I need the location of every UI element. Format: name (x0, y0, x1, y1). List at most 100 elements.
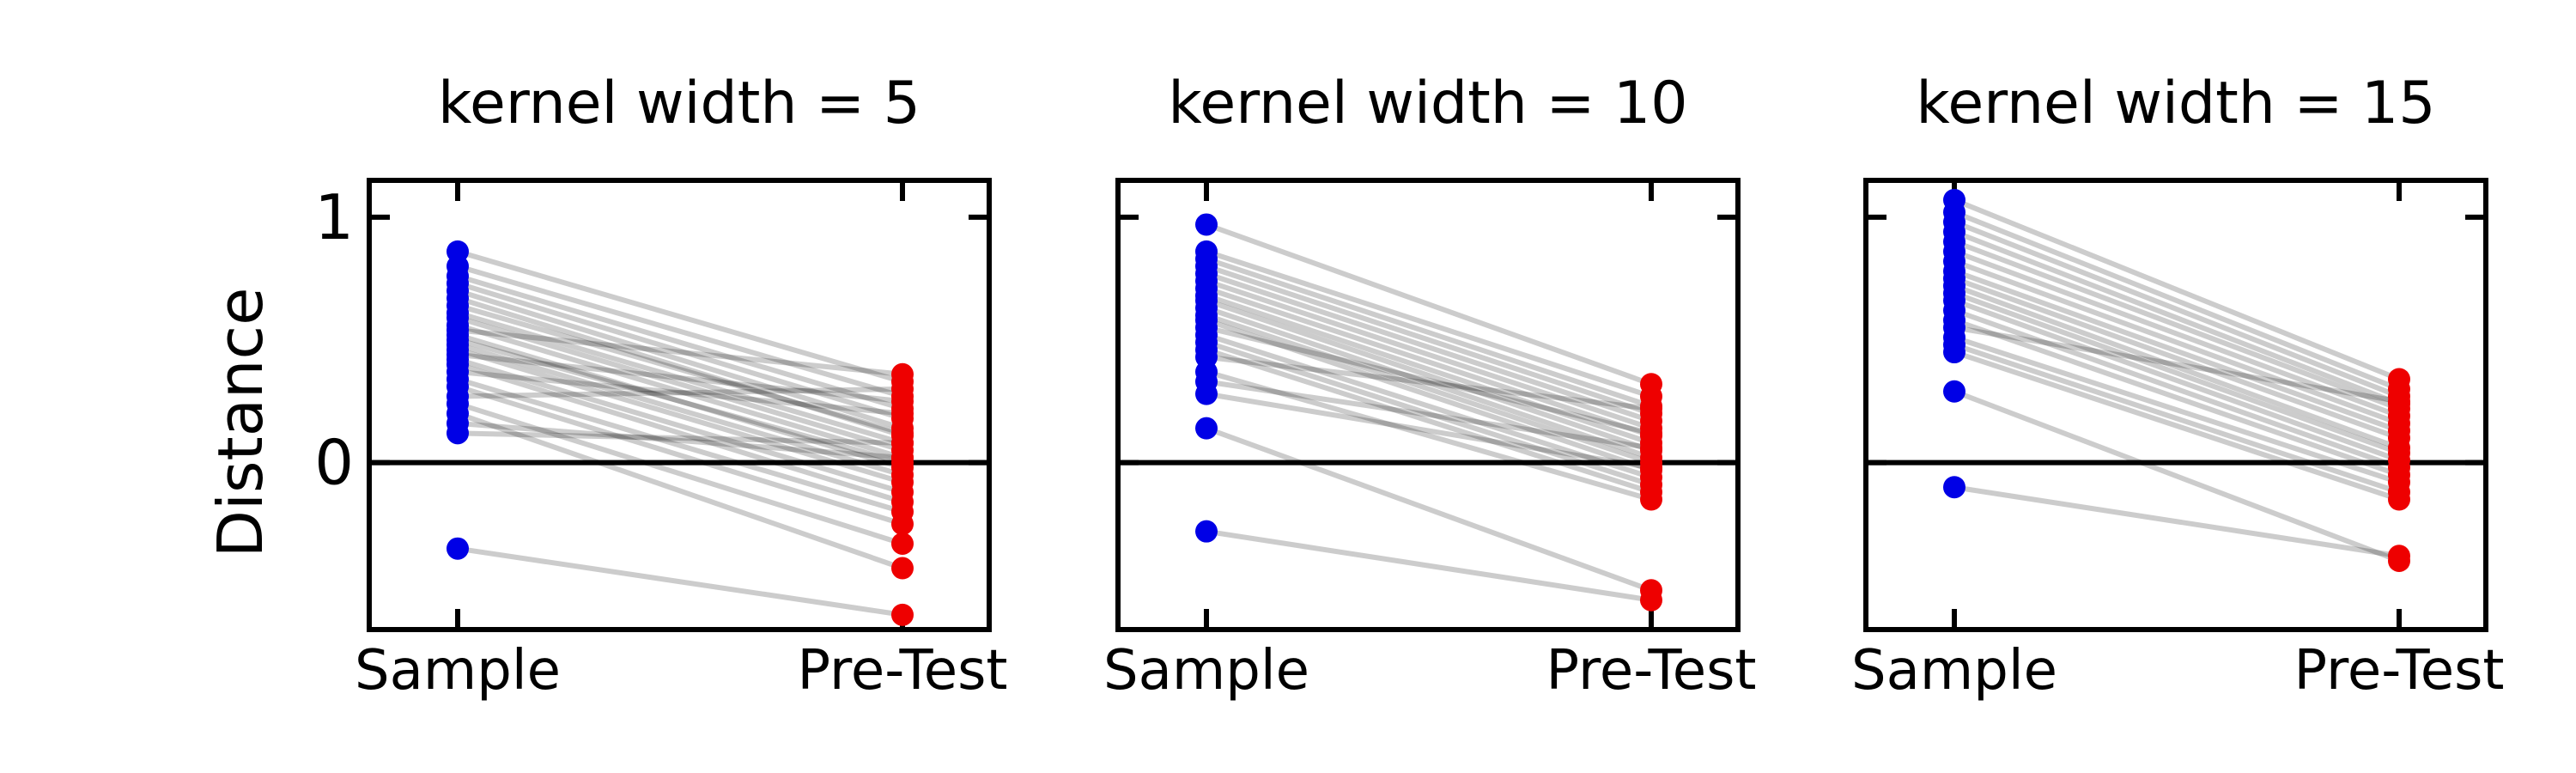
x-tick-label: Sample (355, 639, 561, 703)
pretest-point (1640, 488, 1662, 511)
pretest-point (1640, 588, 1662, 612)
connector-line (1206, 271, 1652, 423)
connector-line (1206, 293, 1652, 446)
pretest-point (2388, 390, 2410, 413)
chart-panel-2: kernel width = 10 Sample Pre-Test (1103, 70, 1756, 703)
connector-line (1953, 298, 2401, 463)
connector-line (457, 356, 903, 495)
connector-line (1953, 210, 2401, 392)
sample-point (1943, 476, 1965, 499)
pretest-point (891, 532, 914, 555)
sample-point (1195, 520, 1218, 543)
connector-line (1206, 264, 1652, 417)
connector-line (1953, 342, 2400, 495)
connector-line (1206, 347, 1652, 495)
connector-line (1953, 290, 2401, 456)
connector-line (1205, 425, 1653, 593)
connector-line (1953, 268, 2401, 434)
connector-line (457, 264, 903, 399)
x-tick-label: Sample (1851, 639, 2057, 703)
connector-line (1206, 285, 1652, 439)
chart-panel-3: kernel width = 15 Sample Pre-Test (1851, 70, 2504, 703)
connector-line (457, 342, 903, 478)
sample-point (1943, 341, 1965, 364)
sample-point (447, 537, 469, 560)
x-tick-label: Sample (1103, 639, 1309, 703)
connector-line (1206, 305, 1652, 460)
connector-line (457, 362, 903, 505)
panel-title: kernel width = 5 (438, 70, 920, 137)
connector-line (457, 386, 903, 399)
connector-line (457, 295, 903, 439)
connector-line (457, 302, 903, 436)
connector-line (1206, 354, 1652, 411)
connector-line (457, 420, 903, 460)
connector-line (1953, 219, 2401, 399)
connector-line (1206, 298, 1652, 453)
pretest-point (891, 603, 914, 626)
y-tick-label: 0 (314, 427, 354, 499)
y-tick-label: 1 (314, 181, 354, 253)
chart-panel-1: kernel width = 5 0 1 Sample Pre-Test (314, 70, 1007, 703)
connector-line (1953, 198, 2401, 382)
pretest-point (891, 513, 914, 536)
x-tick-label: Pre-Test (2294, 639, 2505, 703)
pretest-point (891, 431, 914, 454)
sample-point (447, 422, 469, 445)
connector-line (457, 430, 903, 446)
connector-line (457, 327, 903, 377)
connector-line (457, 411, 903, 571)
connector-line (457, 337, 903, 466)
plot-frame (1115, 178, 1741, 632)
connector-line (457, 315, 903, 453)
connector-line (1206, 379, 1652, 451)
sample-point (1195, 213, 1218, 236)
connector-line (1953, 335, 2400, 485)
connector-line (457, 376, 903, 514)
connector-line (1953, 325, 2400, 405)
connector-line (457, 384, 903, 526)
connector-line (1205, 222, 1653, 387)
pretest-point (1640, 436, 1662, 460)
connector-line (457, 249, 903, 385)
panel-title: kernel width = 15 (1916, 70, 2435, 137)
connector-line (1953, 276, 2401, 441)
pretest-point (891, 377, 914, 400)
sample-point (1943, 380, 1965, 403)
connector-line (457, 401, 903, 546)
connector-line (1206, 332, 1652, 480)
plot-frame (1863, 178, 2488, 632)
connector-line (1206, 313, 1652, 466)
connector-line (457, 545, 903, 618)
connector-line (1953, 229, 2401, 406)
connector-line (1953, 259, 2401, 426)
connector-line (1953, 307, 2400, 471)
pretest-point (1640, 456, 1662, 479)
connector-line (457, 310, 903, 446)
connector-line (1953, 318, 2400, 478)
pretest-point (1640, 397, 1662, 420)
pretest-point (2388, 488, 2410, 511)
connector-line (1953, 283, 2401, 451)
pretest-point (891, 557, 914, 580)
connector-line (457, 288, 903, 431)
y-axis-label: Distance (204, 288, 276, 558)
connector-line (1953, 239, 2401, 411)
connector-line (1953, 350, 2400, 502)
connector-line (1206, 256, 1652, 409)
connector-line (457, 273, 903, 411)
connector-line (457, 351, 903, 405)
connector-line (1206, 278, 1652, 431)
plot-frame (367, 178, 992, 632)
connector-line (1953, 388, 2401, 563)
connector-line (1206, 325, 1652, 436)
pretest-point (891, 402, 914, 425)
connector-line (457, 368, 903, 417)
connector-line (1206, 249, 1652, 399)
connector-line (1953, 484, 2400, 559)
connector-line (457, 322, 903, 460)
x-tick-label: Pre-Test (798, 639, 1008, 703)
pretest-point (2388, 545, 2410, 568)
